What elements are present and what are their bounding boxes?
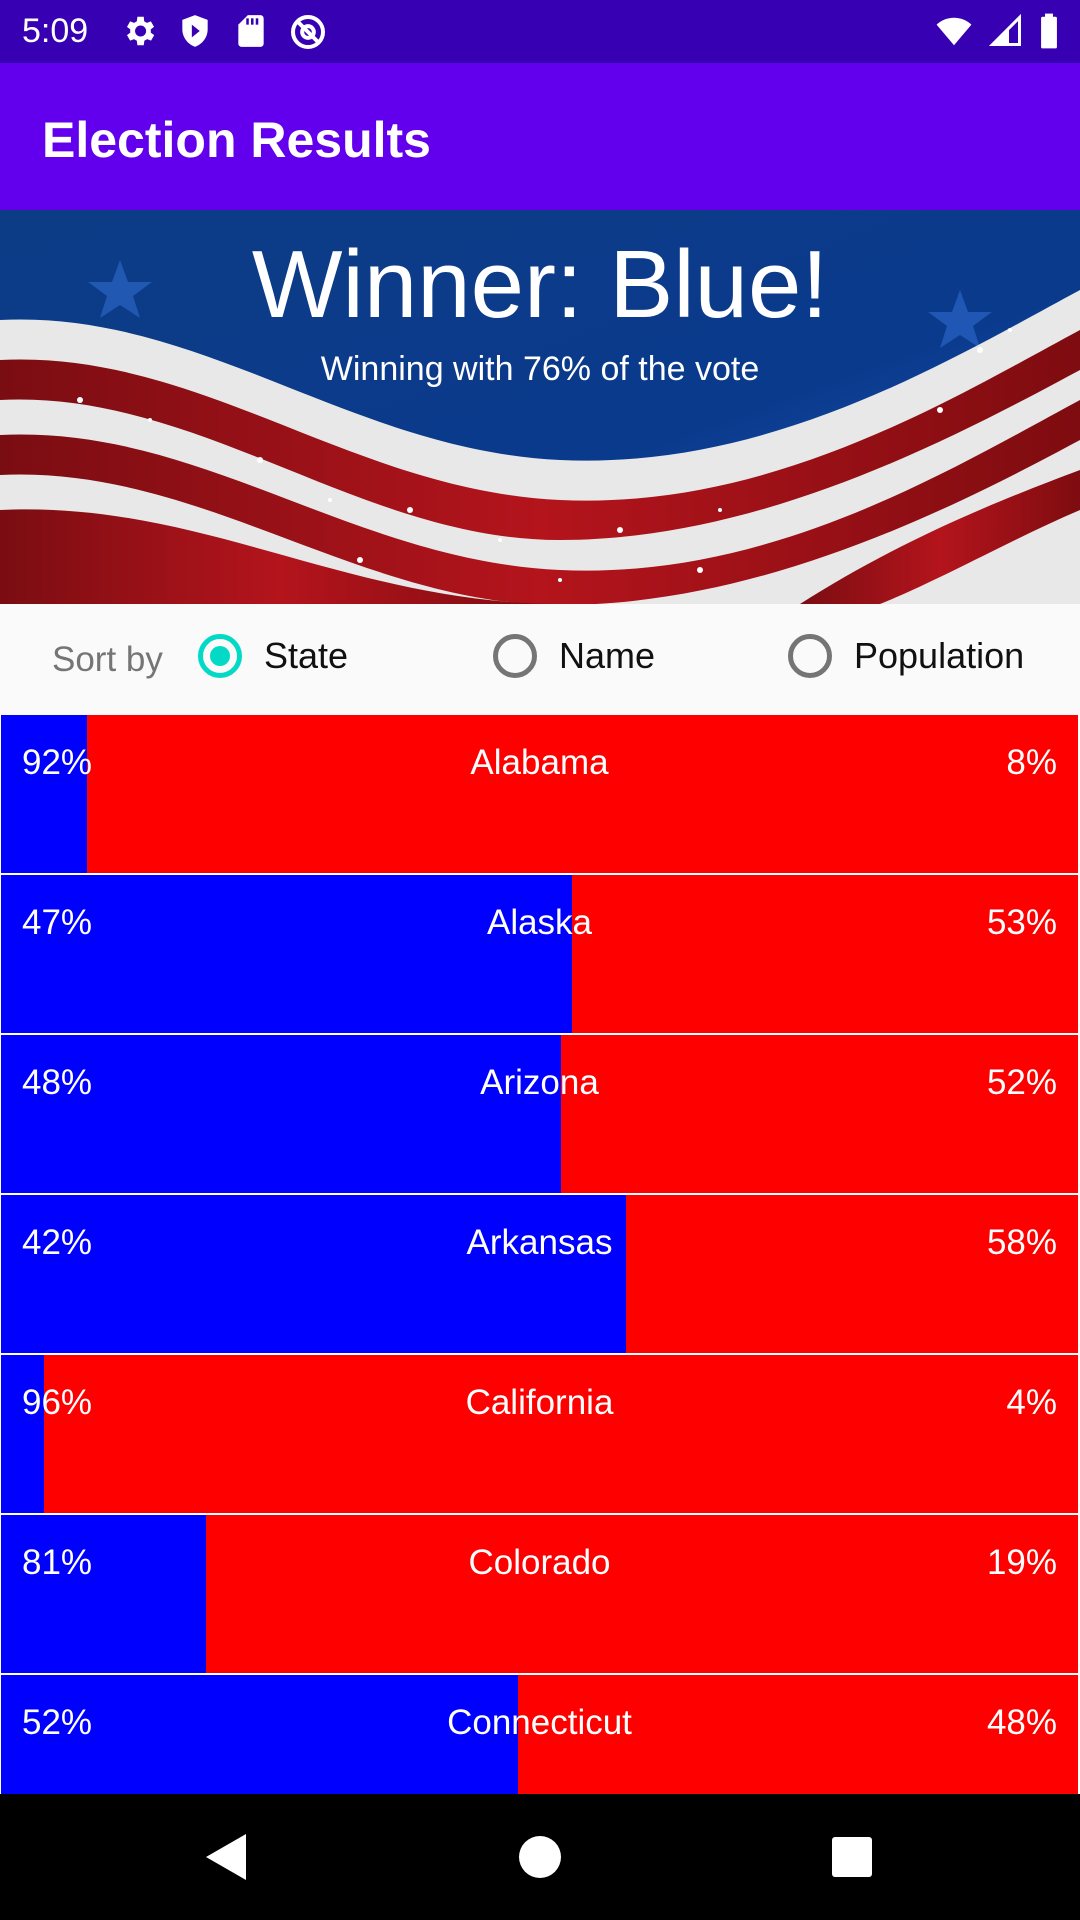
winner-banner: Winner: Blue! Winning with 76% of the vo… [0, 210, 1080, 604]
result-row[interactable]: 48% Arizona 52% [1, 1035, 1078, 1193]
result-row[interactable]: 47% Alaska 53% [1, 875, 1078, 1033]
radio-unchecked-icon[interactable] [493, 634, 537, 678]
system-nav-bar [0, 1794, 1080, 1920]
state-name: Arizona [480, 1063, 599, 1102]
blue-share-bar [1, 1675, 518, 1794]
right-percent: 19% [986, 1543, 1057, 1582]
state-name: Connecticut [447, 1703, 632, 1742]
right-percent: 58% [986, 1223, 1057, 1262]
sort-radio-population[interactable]: Population [788, 634, 1024, 678]
sort-bar: Sort by State Name Population [0, 604, 1080, 715]
recents-icon[interactable] [826, 1830, 878, 1884]
winner-title: Winner: Blue! [251, 231, 829, 338]
result-row[interactable]: 92% Alabama 8% [1, 715, 1078, 873]
wifi-icon [936, 17, 972, 46]
result-row[interactable]: 96% California 4% [1, 1355, 1078, 1513]
radio-checked-icon[interactable] [198, 634, 242, 678]
radio-unchecked-icon[interactable] [788, 634, 832, 678]
state-name: Alaska [486, 903, 593, 942]
right-percent: 48% [986, 1703, 1057, 1742]
left-percent: 92% [22, 743, 93, 782]
results-list[interactable]: 92% Alabama 8% 47% Alaska 53% 48% Arizon… [0, 715, 1080, 1794]
left-percent: 47% [22, 903, 93, 942]
sort-radio-state[interactable]: State [198, 634, 348, 678]
sort-label: Sort by [52, 640, 163, 679]
right-percent: 52% [986, 1063, 1057, 1102]
status-icons-right [934, 12, 1060, 50]
flag-banner-image [0, 210, 1080, 604]
right-percent: 8% [1006, 743, 1057, 782]
status-icons-left [120, 12, 328, 52]
blue-share-bar [1, 1035, 561, 1193]
status-bar: 5:09 [0, 0, 1080, 63]
shield-play-icon [182, 15, 208, 47]
blue-share-bar [1, 875, 572, 1033]
right-percent: 4% [1006, 1383, 1057, 1422]
blue-share-bar [1, 1355, 44, 1513]
left-percent: 52% [22, 1703, 93, 1742]
sd-card-icon [238, 15, 264, 47]
home-icon[interactable] [514, 1830, 566, 1884]
result-row[interactable]: 81% Colorado 19% [1, 1515, 1078, 1673]
result-row[interactable]: 52% Connecticut 48% [1, 1675, 1078, 1794]
app-title: Election Results [42, 112, 431, 168]
result-row[interactable]: 42% Arkansas 58% [1, 1195, 1078, 1353]
state-name: Alabama [470, 743, 609, 782]
blue-share-bar [1, 1195, 626, 1353]
back-icon[interactable] [202, 1830, 252, 1884]
sort-option-name-label: Name [559, 635, 656, 676]
sort-option-population-label: Population [854, 635, 1025, 676]
sort-option-state-label: State [264, 635, 349, 676]
state-name: Colorado [468, 1543, 611, 1582]
state-name: Arkansas [466, 1223, 613, 1262]
status-time: 5:09 [22, 12, 89, 50]
battery-icon [1041, 13, 1057, 49]
sort-radio-name[interactable]: Name [493, 634, 655, 678]
left-percent: 96% [22, 1383, 93, 1422]
state-name: California [465, 1383, 614, 1422]
left-percent: 42% [22, 1223, 93, 1262]
left-percent: 48% [22, 1063, 93, 1102]
blue-share-bar [1, 715, 87, 873]
left-percent: 81% [22, 1543, 93, 1582]
app-bar: Election Results [0, 63, 1080, 210]
signal-icon [988, 13, 1021, 46]
right-percent: 53% [986, 903, 1057, 942]
gear-icon [126, 16, 155, 46]
at-sign-icon [291, 15, 325, 49]
winner-subtitle: Winning with 76% of the vote [320, 350, 760, 388]
blue-share-bar [1, 1515, 206, 1673]
